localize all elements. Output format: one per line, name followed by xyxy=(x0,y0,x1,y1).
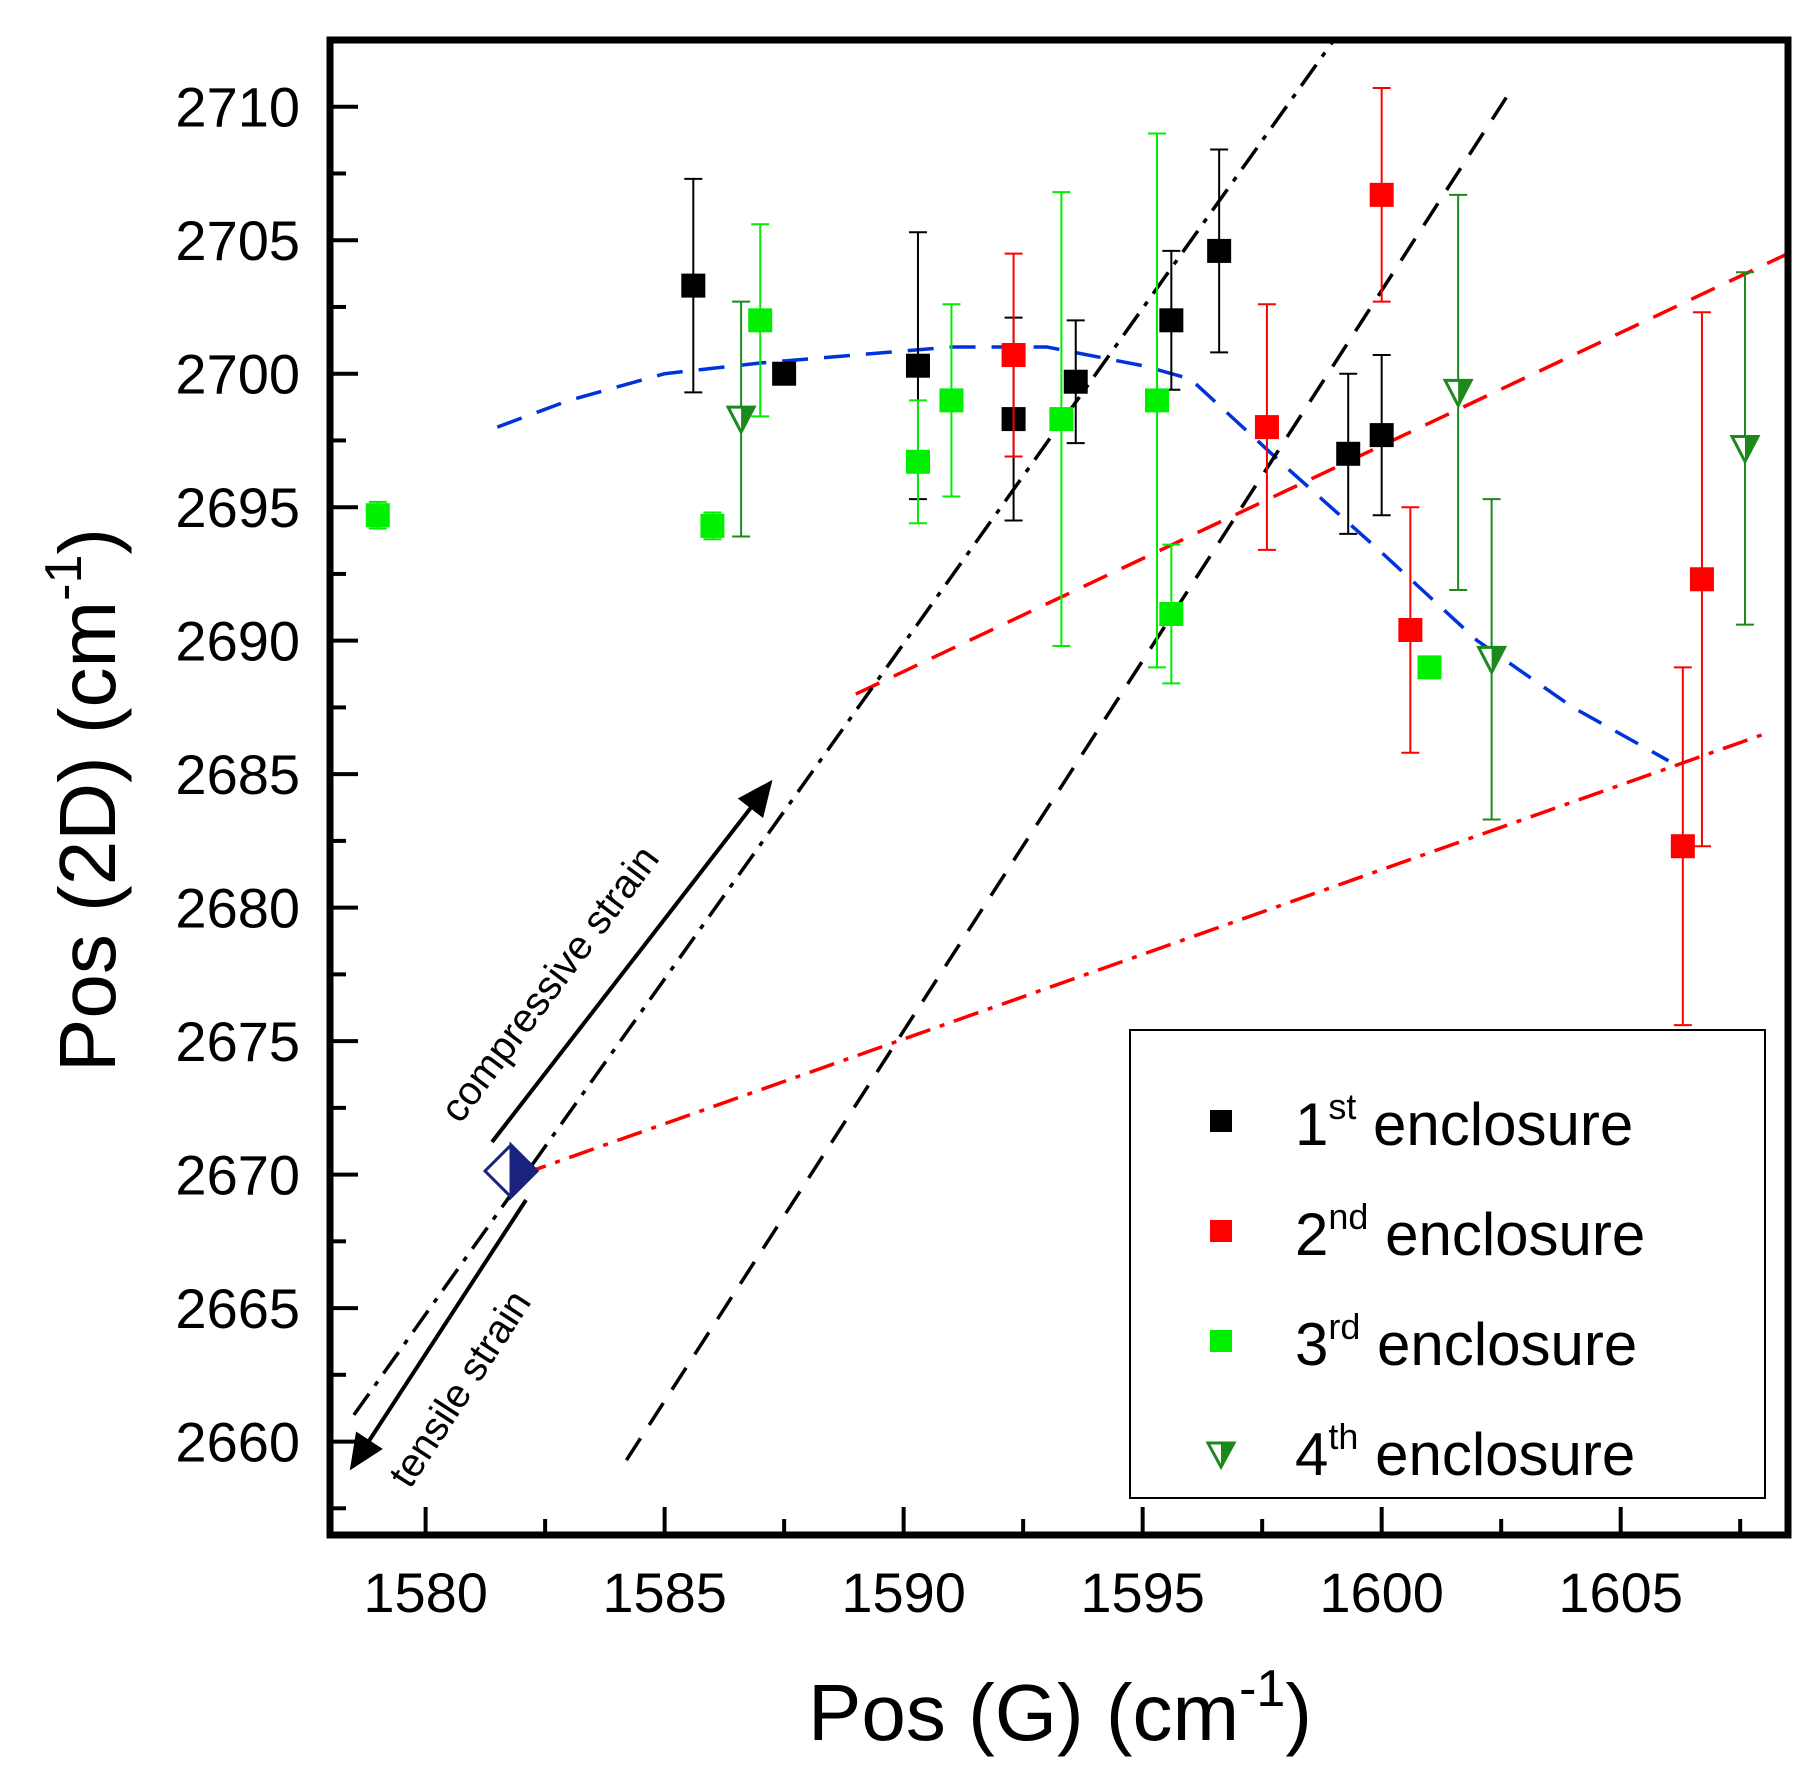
plot-frame xyxy=(326,36,1792,1539)
data-point xyxy=(1689,567,1714,592)
y-tick-label: 2660 xyxy=(175,1411,300,1474)
data-point xyxy=(1369,182,1394,207)
y-tick-label: 2710 xyxy=(175,76,300,139)
data-point xyxy=(1159,308,1184,333)
data-point xyxy=(1417,655,1442,680)
data-point xyxy=(939,388,964,413)
legend-label-4th: 4th enclosure xyxy=(1295,1416,1635,1488)
data-point xyxy=(1670,834,1695,859)
legend-label-2nd: 2nd enclosure xyxy=(1295,1196,1645,1268)
data-point xyxy=(700,513,725,538)
legend-marker-1st xyxy=(1210,1110,1232,1132)
x-axis: 1580 1585 1590 1595 1600 1605 xyxy=(363,1507,1743,1624)
data-point xyxy=(905,353,930,378)
y-tick-label: 2705 xyxy=(175,209,300,272)
y-tick-label: 2675 xyxy=(175,1010,300,1073)
legend-entry-1st: 1st enclosure xyxy=(1210,1086,1633,1158)
data-point xyxy=(772,361,797,386)
legend-marker-2nd xyxy=(1210,1220,1232,1242)
y-tick-label: 2680 xyxy=(175,877,300,940)
data-point xyxy=(1336,441,1361,466)
y-axis-title: Pos (2D) (cm-1) xyxy=(35,528,132,1072)
y-tick-label: 2670 xyxy=(175,1144,300,1207)
legend: 1st enclosure 2nd enclosure 3rd enclosur… xyxy=(1129,1029,1766,1499)
data-point xyxy=(1398,617,1423,642)
reference-diamond-outline xyxy=(482,1142,540,1200)
legend-label-3rd: 3rd enclosure xyxy=(1295,1306,1637,1378)
reference-lines xyxy=(352,38,1789,1462)
series-0 xyxy=(681,148,1394,535)
x-tick-label: 1605 xyxy=(1558,1561,1683,1624)
reference-point xyxy=(482,1141,540,1201)
reference-line-0 xyxy=(496,345,1670,763)
y-tick-label: 2700 xyxy=(175,343,300,406)
reference-diamond-filled xyxy=(509,1141,540,1201)
x-axis-title: Pos (G) (cm-1) xyxy=(808,1660,1312,1757)
y-tick-label: 2695 xyxy=(175,476,300,539)
data-point xyxy=(1369,423,1394,448)
tensile-strain-arrow xyxy=(349,1198,528,1471)
data-point xyxy=(1254,415,1279,440)
reference-line-4 xyxy=(624,89,1513,1462)
x-tick-label: 1590 xyxy=(841,1561,966,1624)
x-tick-label: 1600 xyxy=(1319,1561,1444,1624)
data-point xyxy=(1049,407,1074,432)
y-tick-label: 2685 xyxy=(175,743,300,806)
data-point xyxy=(1207,238,1232,263)
compressive-strain-label: compressive strain xyxy=(432,838,668,1131)
data-point-fill xyxy=(741,407,755,433)
data-point xyxy=(905,449,930,474)
data-point xyxy=(365,503,390,528)
legend-entry-2nd: 2nd enclosure xyxy=(1210,1196,1645,1268)
x-tick-label: 1585 xyxy=(602,1561,727,1624)
series-1 xyxy=(1001,87,1714,1027)
legend-label-1st: 1st enclosure xyxy=(1295,1086,1633,1158)
data-point xyxy=(1144,388,1169,413)
legend-marker-4th-fill xyxy=(1221,1443,1234,1467)
y-tick-label: 2665 xyxy=(175,1277,300,1340)
legend-entry-4th: 4th enclosure xyxy=(1205,1416,1635,1488)
data-points xyxy=(365,87,1761,1027)
x-tick-label: 1580 xyxy=(363,1561,488,1624)
data-point xyxy=(1159,601,1184,626)
data-point xyxy=(1001,343,1026,368)
reference-line-1 xyxy=(855,252,1789,696)
reference-line-2 xyxy=(520,732,1765,1177)
legend-marker-3rd xyxy=(1210,1330,1232,1352)
strain-annotations: compressive strain tensile strain xyxy=(349,779,773,1495)
y-axis: 2660 2665 2670 2675 2680 2685 2690 2695 2700 2705… xyxy=(175,38,358,1511)
legend-entry-3rd: 3rd enclosure xyxy=(1210,1306,1637,1378)
legend-box xyxy=(1129,1029,1766,1499)
series-2 xyxy=(365,132,1442,685)
data-point xyxy=(748,308,773,333)
data-point xyxy=(681,273,706,298)
y-tick-label: 2690 xyxy=(175,610,300,673)
compressive-strain-arrow xyxy=(490,779,773,1144)
series-3 xyxy=(725,193,1761,821)
x-tick-label: 1595 xyxy=(1080,1561,1205,1624)
data-point xyxy=(1063,369,1088,394)
